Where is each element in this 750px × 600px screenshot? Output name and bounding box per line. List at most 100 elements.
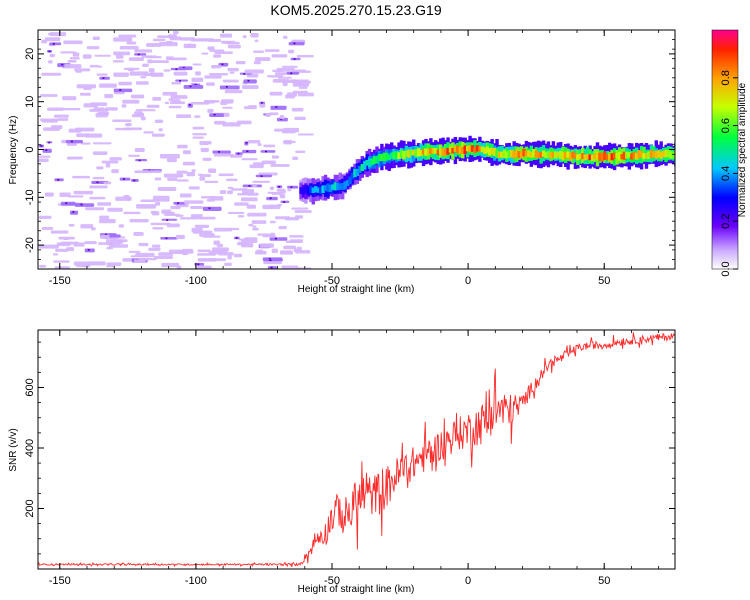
noise-mark xyxy=(159,41,178,47)
noise-mark xyxy=(122,99,140,104)
noise-mark xyxy=(294,116,306,121)
noise-mark xyxy=(89,196,106,200)
noise-mark xyxy=(96,73,108,76)
noise-mark xyxy=(138,257,157,261)
track-core xyxy=(576,154,580,161)
noise-mark xyxy=(96,166,104,170)
noise-mark xyxy=(60,51,77,54)
noise-mark xyxy=(288,41,305,46)
noise-core xyxy=(48,50,51,53)
track-core xyxy=(353,168,357,178)
snr-frame xyxy=(37,329,676,570)
track-core xyxy=(402,150,406,160)
noise-mark xyxy=(259,103,266,108)
noise-core xyxy=(137,53,140,56)
track-core xyxy=(465,145,470,152)
track-core xyxy=(299,187,303,194)
noise-mark xyxy=(48,60,53,64)
noise-mark xyxy=(147,59,153,64)
track-core xyxy=(487,148,492,156)
noise-mark xyxy=(146,43,162,47)
noise-mark xyxy=(106,241,121,245)
track-core xyxy=(527,150,531,158)
noise-core xyxy=(65,202,68,204)
noise-mark xyxy=(86,46,100,50)
track-core xyxy=(343,181,347,190)
snr-panel: -150 -100 -50 0 50 200 400 600 Height of strai… xyxy=(8,329,676,595)
noise-mark xyxy=(199,233,215,237)
noise-mark xyxy=(143,131,154,134)
noise-mark xyxy=(227,211,245,214)
track-core xyxy=(610,153,614,161)
track-core xyxy=(336,182,340,191)
signal-track xyxy=(299,135,675,205)
noise-mark xyxy=(211,65,222,69)
noise-mark xyxy=(94,54,111,57)
noise-mark xyxy=(134,53,147,56)
track-core xyxy=(311,187,315,194)
noise-mark xyxy=(49,32,67,37)
noise-mark xyxy=(254,39,259,43)
noise-mark xyxy=(136,204,157,209)
noise-core xyxy=(189,85,192,88)
track-core xyxy=(348,176,352,185)
bottom-y-tick-label: 200 xyxy=(24,499,36,517)
noise-mark xyxy=(157,35,176,39)
noise-mark xyxy=(141,55,157,58)
noise-core xyxy=(80,203,83,206)
track-core xyxy=(370,158,374,166)
noise-mark xyxy=(171,82,182,85)
noise-core xyxy=(293,58,296,60)
noise-mark xyxy=(197,258,217,262)
noise-mark xyxy=(199,176,206,181)
noise-mark xyxy=(197,253,216,256)
track-core xyxy=(389,152,394,159)
noise-mark xyxy=(294,69,307,73)
noise-mark xyxy=(148,247,161,251)
noise-mark xyxy=(160,236,178,240)
noise-core xyxy=(275,106,278,108)
track-core xyxy=(620,153,624,160)
track-core xyxy=(612,152,617,160)
track-core xyxy=(627,152,632,158)
noise-mark xyxy=(168,105,182,109)
track-core xyxy=(463,145,467,154)
bottom-x-tick-label: -150 xyxy=(49,575,71,587)
top-x-ticks: -150 -100 -50 0 50 xyxy=(49,30,660,287)
track-core xyxy=(404,150,409,157)
noise-mark xyxy=(243,79,257,84)
noise-mark xyxy=(176,179,189,182)
track-core xyxy=(399,149,404,159)
noise-mark xyxy=(61,107,81,111)
track-core xyxy=(583,154,587,161)
noise-mark xyxy=(104,107,118,111)
track-core xyxy=(659,151,663,159)
noise-mark xyxy=(192,126,205,130)
noise-mark xyxy=(168,57,187,61)
noise-mark xyxy=(269,91,283,96)
noise-core xyxy=(283,201,286,203)
noise-core xyxy=(225,86,228,88)
noise-core xyxy=(133,179,136,182)
noise-mark xyxy=(95,112,108,118)
track-core xyxy=(512,150,516,159)
noise-mark xyxy=(152,96,162,101)
noise-mark xyxy=(208,168,217,173)
noise-mark xyxy=(60,201,76,206)
noise-mark xyxy=(246,204,256,209)
noise-mark xyxy=(104,94,114,99)
noise-mark xyxy=(82,54,92,59)
noise-mark xyxy=(255,174,273,178)
noise-mark xyxy=(182,150,191,155)
noise-mark xyxy=(276,188,285,192)
noise-core xyxy=(177,202,180,205)
noise-mark xyxy=(222,79,239,83)
top-y-tick-label: -20 xyxy=(24,237,36,253)
noise-mark xyxy=(242,149,257,154)
noise-mark xyxy=(53,260,70,263)
track-core xyxy=(375,155,379,164)
noise-mark xyxy=(227,255,232,260)
track-core xyxy=(497,151,502,158)
noise-mark xyxy=(123,67,140,70)
track-core xyxy=(490,147,494,155)
